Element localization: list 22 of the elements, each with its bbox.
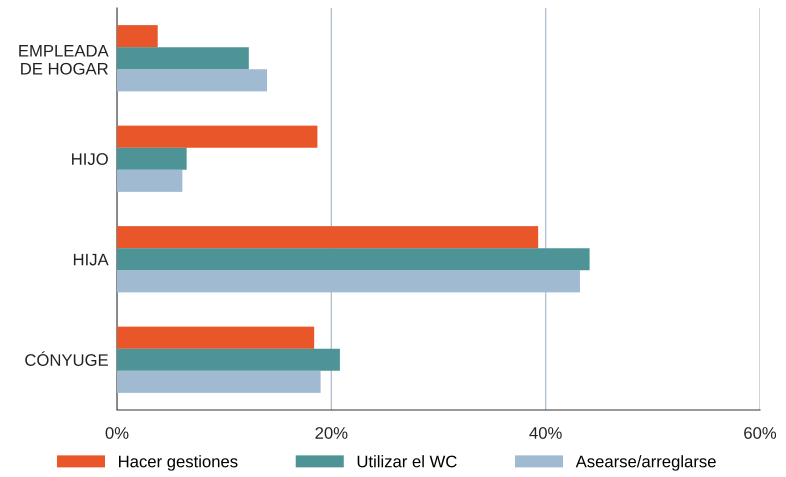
- bar: [117, 326, 314, 349]
- bar: [117, 126, 318, 148]
- bar: [117, 226, 538, 248]
- bar: [117, 170, 182, 192]
- bar: [117, 69, 268, 92]
- y-tick-label: EMPLEADA DE HOGAR: [19, 45, 109, 75]
- bar: [117, 348, 340, 371]
- legend-label: Asearse/arreglarse: [576, 455, 716, 471]
- x-tick-label: 0%: [106, 427, 128, 439]
- x-tick-label: 60%: [744, 427, 776, 439]
- y-tick-label: HIJO: [72, 153, 108, 165]
- y-tick-label: HIJA: [74, 254, 109, 266]
- bar: [117, 370, 321, 393]
- legend-label: Utilizar el WC: [358, 455, 457, 468]
- x-tick-label: 40%: [529, 427, 562, 439]
- y-tick-label: CÓNYUGE: [25, 351, 108, 366]
- x-tick-label: 20%: [315, 427, 348, 439]
- bar: [117, 25, 158, 48]
- bar: [117, 47, 249, 70]
- bar: [117, 148, 187, 170]
- legend-label: Hacer gestiones: [119, 455, 238, 471]
- bar: [117, 248, 590, 270]
